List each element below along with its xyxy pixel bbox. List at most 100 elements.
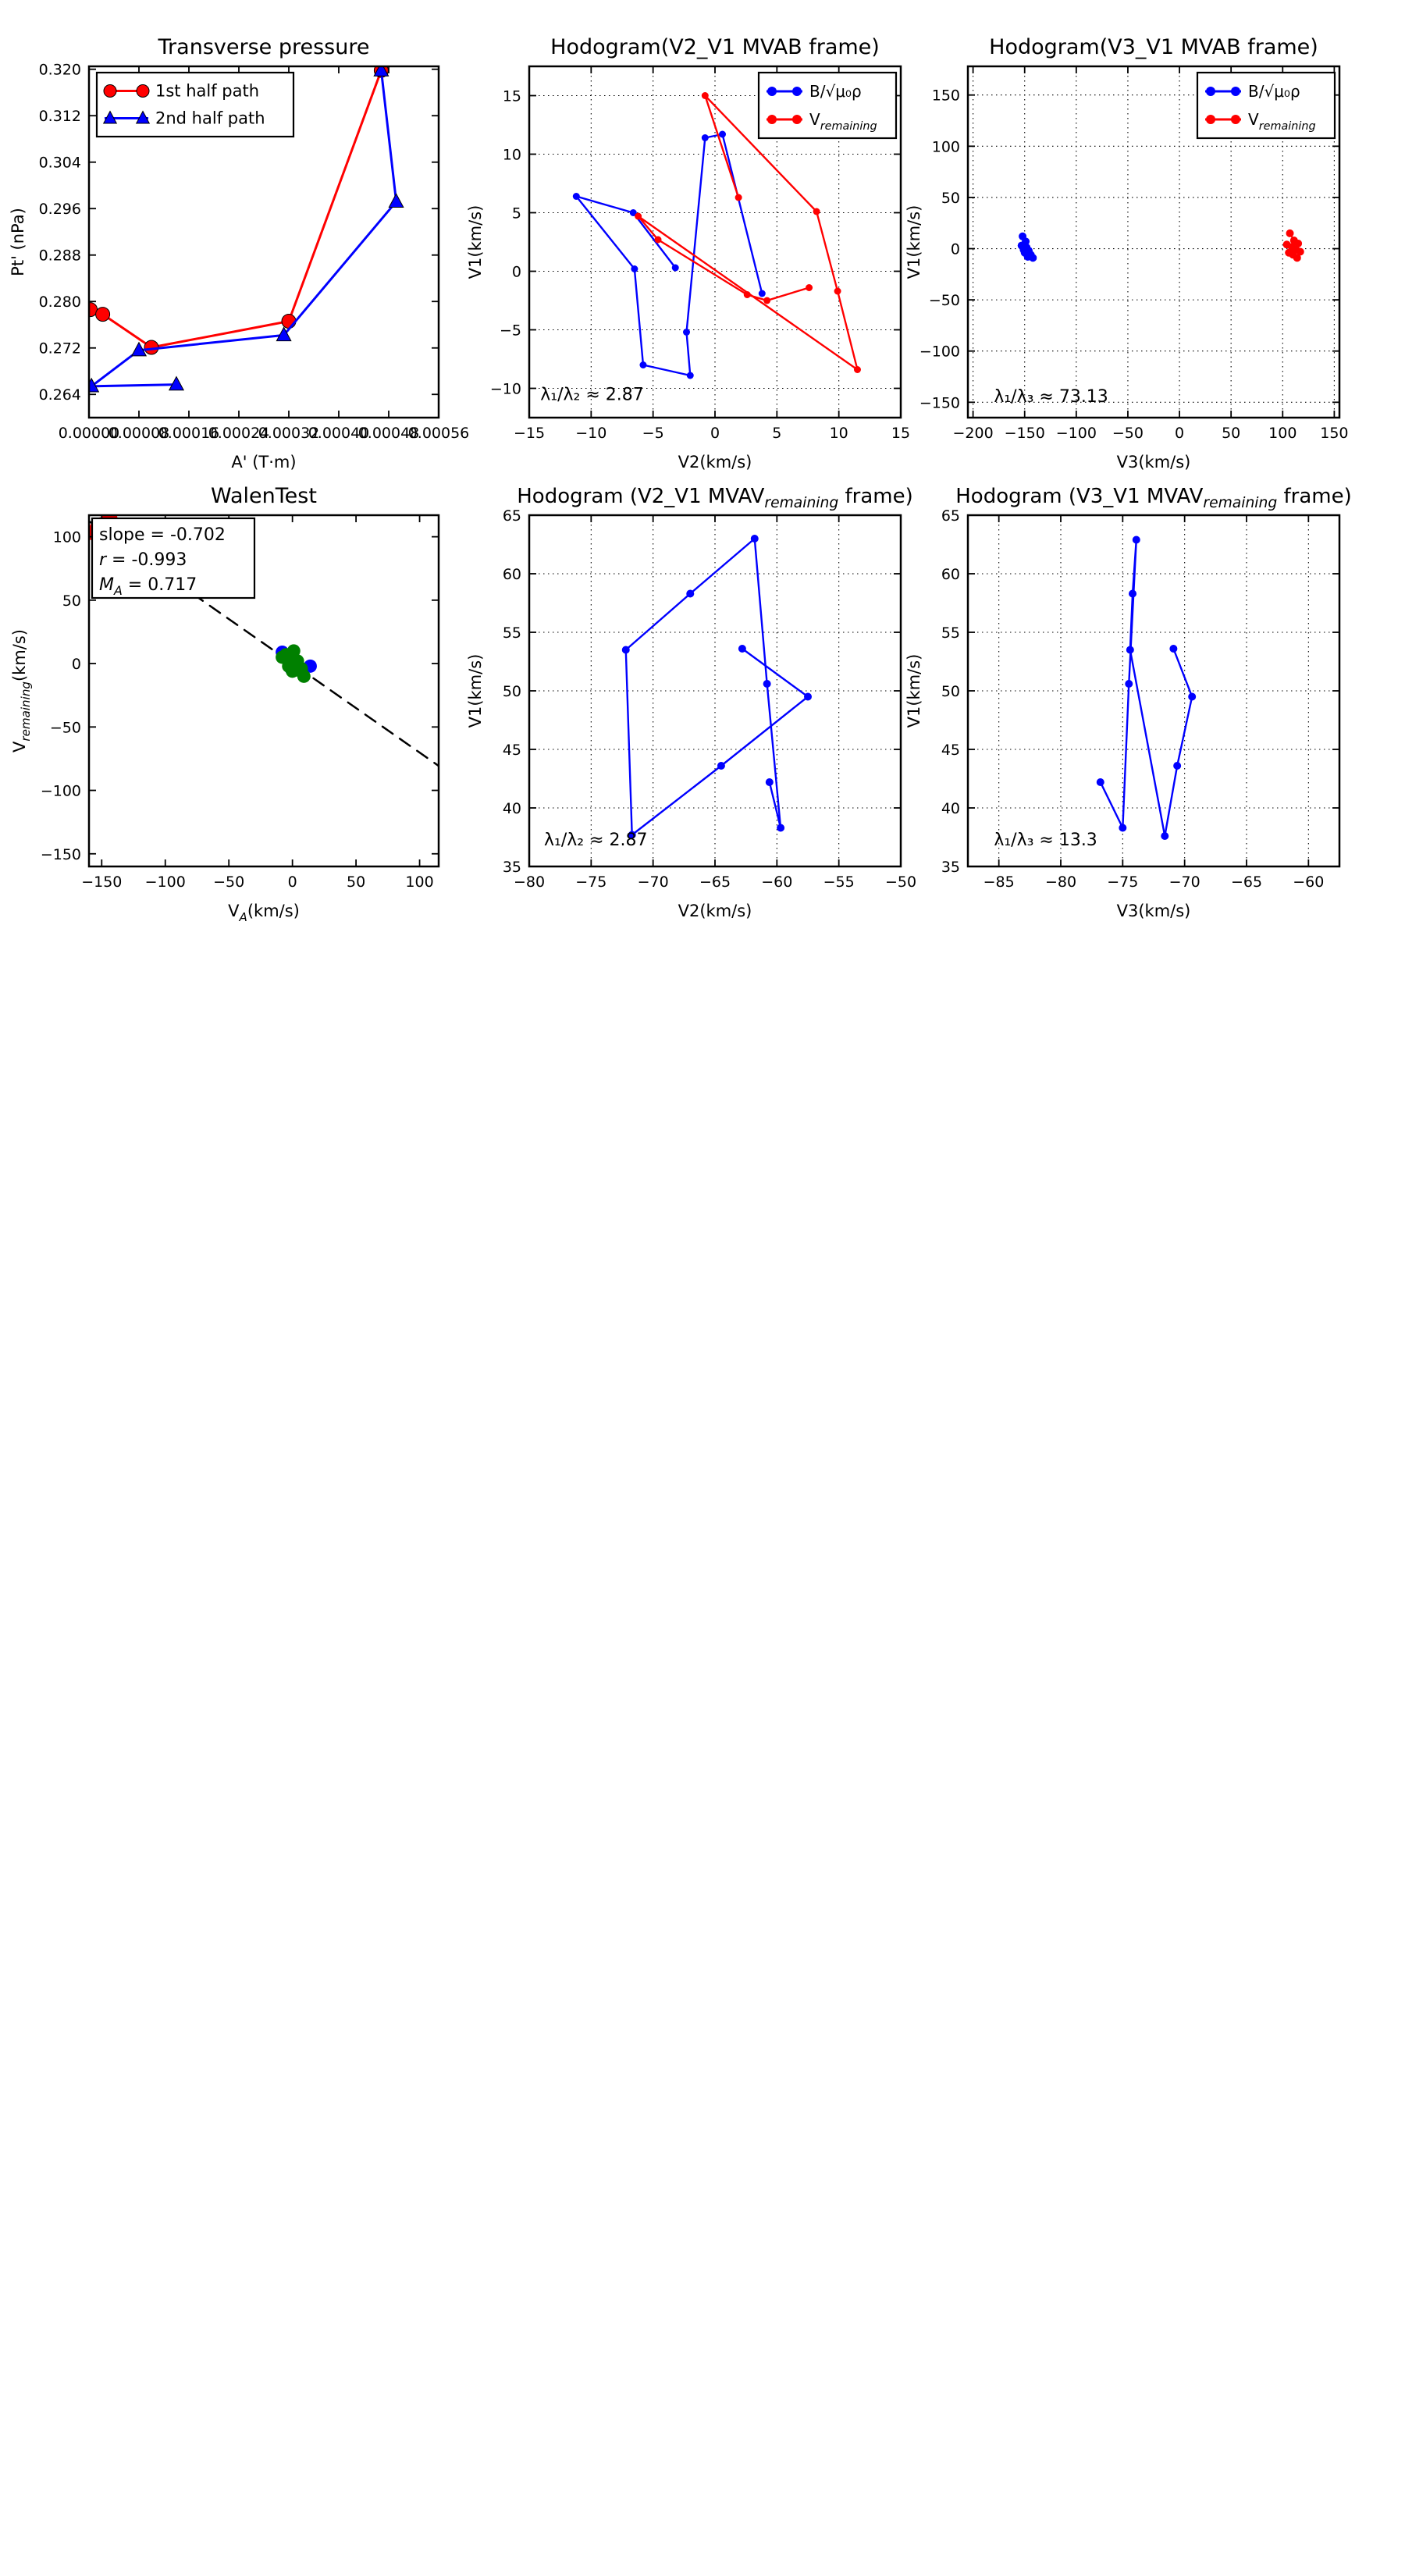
- x-axis-label: V2(km/s): [678, 453, 752, 471]
- stats-line: r = -0.993: [99, 550, 187, 570]
- x-tick-label: 5: [772, 425, 781, 442]
- stats-line: MA = 0.717: [99, 575, 197, 598]
- x-tick-label: 15: [891, 425, 910, 442]
- y-tick-label: 45: [503, 742, 521, 759]
- y-tick-label: 0.272: [39, 340, 81, 358]
- y-tick-label: −100: [41, 783, 81, 800]
- y-tick-label: −100: [919, 343, 960, 361]
- x-tick-label: −50: [1112, 425, 1144, 442]
- y-tick-label: 100: [53, 529, 81, 546]
- axes-frame: [87, 65, 440, 419]
- ticks: [528, 514, 902, 867]
- y-axis-label: Pt' (nPa): [9, 208, 27, 276]
- x-tick-label: −55: [823, 873, 855, 891]
- y-tick-label: 0.312: [39, 108, 81, 125]
- y-axis-label: V1(km/s): [905, 205, 923, 279]
- y-axis-label: V1(km/s): [466, 654, 485, 728]
- y-tick-label: 150: [932, 87, 960, 105]
- x-tick-label: −60: [1293, 873, 1324, 891]
- y-tick-label: 50: [941, 190, 960, 207]
- x-axis-label: A' (T·m): [231, 453, 296, 471]
- x-tick-label: −80: [514, 873, 545, 891]
- x-tick-label: −100: [145, 873, 186, 891]
- x-tick-label: −200: [953, 425, 994, 442]
- series-group: [89, 66, 404, 393]
- y-tick-label: 35: [503, 859, 521, 876]
- hodogram-v3v1-mvab-canvas: −200 −150 −100 −50 0 50 100 150 −150 −100 −50 0 50 10…: [905, 35, 1349, 471]
- y-tick-label: −50: [50, 719, 81, 736]
- markers-v-remaining: [635, 92, 861, 373]
- legend-label: Vremaining: [809, 110, 877, 133]
- x-tick-label: −70: [638, 873, 669, 891]
- x-tick-label: −50: [213, 873, 244, 891]
- plot-hodogram-v2v1-mvav: −80 −75 −70 −65 −60 −55 −50 35 40 45 50 55 60 65 Hodog…: [466, 480, 921, 948]
- b-rtn-canvas: [0, 974, 1405, 1240]
- markers-b: [1017, 232, 1037, 262]
- plot-title: WalenTest: [211, 484, 317, 508]
- walen-test-canvas: −150 −100 −50 0 50 100 −150 −100 −50 0 50 100 WalenT…: [10, 484, 440, 924]
- plot-hodogram-v2v1-mvab: −15 −10 −5 0 5 10 15 −10 −5 0 5 10 15 Hodogram(V2_V1 …: [466, 16, 921, 484]
- grid: [968, 515, 1339, 866]
- series-group: [1017, 229, 1304, 262]
- y-tick-label: 65: [941, 507, 960, 525]
- y-tick-label: 0.288: [39, 247, 81, 265]
- y-tick-label: 60: [941, 566, 960, 583]
- y-tick-label: 0.320: [39, 62, 81, 79]
- axes-frame: [966, 65, 1341, 419]
- x-tick-label: −75: [575, 873, 606, 891]
- series-group: [621, 535, 812, 839]
- annotation: λ₁/λ₂ ≈ 2.87: [544, 831, 648, 850]
- series-group: [572, 92, 861, 379]
- hodogram-v3v1-mvav-canvas: −85 −80 −75 −70 −65 −60 35 40 45 50 55 60 65Hodogram…: [905, 485, 1352, 920]
- y-tick-label: 45: [941, 742, 960, 759]
- ticks: [968, 514, 1339, 867]
- y-tick-label: 40: [941, 800, 960, 817]
- x-tick-label: 100: [1268, 425, 1297, 442]
- y-axis-label: Vremaining(km/s): [10, 629, 33, 753]
- hodogram-v2v1-mvav-canvas: −80 −75 −70 −65 −60 −55 −50 35 40 45 50 55 60 65Hodog…: [466, 485, 916, 920]
- plot-walen-test: −150 −100 −50 0 50 100 −150 −100 −50 0 50 100 WalenT…: [0, 480, 484, 948]
- x-tick-label: 50: [1222, 425, 1240, 442]
- y-tick-label: 15: [503, 88, 521, 105]
- series-v2-v1-path: [624, 537, 809, 836]
- ticks: [968, 66, 1339, 418]
- legend: B/√μ₀ρ Vremaining: [1196, 71, 1336, 140]
- x-tick-label: 150: [1320, 425, 1348, 442]
- series-group: [1096, 535, 1197, 840]
- annotation: λ₁/λ₂ ≈ 2.87: [540, 386, 644, 405]
- x-tick-label: 0.00032: [258, 425, 320, 442]
- legend: 1st half path 2nd half path: [95, 71, 295, 138]
- plot-title: Hodogram (V2_V1 MVAVremaining frame): [517, 485, 913, 511]
- plot-magnetic-field-rtn: [0, 974, 1405, 1240]
- plot-title: Hodogram(V2_V1 MVAB frame): [550, 35, 880, 59]
- x-axis-label: VA(km/s): [228, 902, 300, 924]
- x-tick-label: −50: [885, 873, 916, 891]
- x-axis-label: V2(km/s): [678, 902, 752, 920]
- y-tick-label: 65: [503, 507, 521, 525]
- markers-b: [572, 130, 766, 379]
- grid: [968, 66, 1339, 418]
- markers-v2-v1-path: [621, 535, 812, 839]
- plot-title: Hodogram(V3_V1 MVAB frame): [989, 35, 1318, 59]
- series-b: [575, 133, 763, 377]
- annotation: λ₁/λ₃ ≈ 13.3: [994, 831, 1097, 850]
- y-tick-label: 0: [512, 264, 521, 281]
- y-tick-label: 0.304: [39, 155, 81, 172]
- y-tick-label: −150: [41, 846, 81, 863]
- y-tick-label: −50: [929, 292, 960, 309]
- y-tick-label: 0.264: [39, 386, 81, 404]
- x-axis-label: V3(km/s): [1117, 902, 1191, 920]
- x-tick-label: −80: [1045, 873, 1076, 891]
- x-tick-label: −65: [699, 873, 731, 891]
- y-tick-label: −150: [919, 394, 960, 411]
- plot-title: Hodogram (V3_V1 MVAVremaining frame): [955, 485, 1352, 511]
- markers-v-remaining: [1282, 229, 1304, 262]
- x-axis-label: V3(km/s): [1117, 453, 1191, 471]
- x-tick-label: 0: [1175, 425, 1184, 442]
- x-tick-label: −70: [1169, 873, 1200, 891]
- x-tick-label: 0.00048: [358, 425, 420, 442]
- y-tick-label: 0: [72, 656, 81, 673]
- y-tick-label: 5: [512, 205, 521, 222]
- plot-hodogram-v3v1-mvav: −85 −80 −75 −70 −65 −60 35 40 45 50 55 60 65 Hodogram…: [905, 480, 1405, 948]
